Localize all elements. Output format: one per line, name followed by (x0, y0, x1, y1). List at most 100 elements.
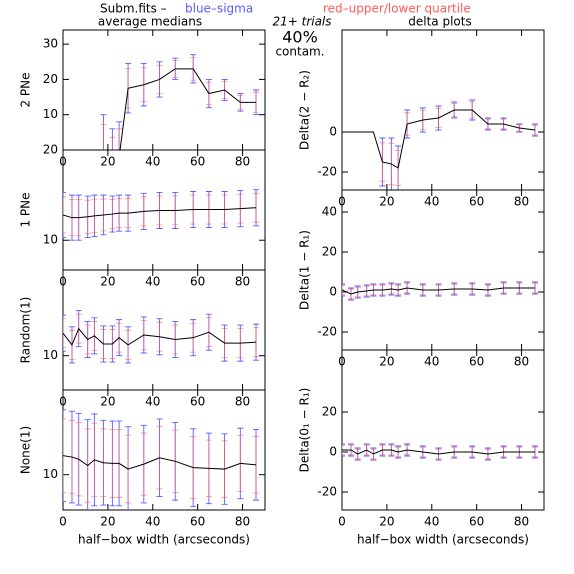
x-tick-label: 40 (145, 515, 160, 529)
x-axis-label: half−box width (arcseconds) (78, 533, 250, 547)
plot-area (342, 281, 539, 301)
x-axis-label: half−box width (arcseconds) (357, 533, 529, 547)
x-tick-label: 80 (235, 275, 250, 289)
y-tick-label: 0 (329, 125, 337, 139)
panel: 0 20 40 60 80 10 None(1) half−box width (arcsec… (19, 389, 266, 547)
y-tick-label: 20 (322, 405, 337, 419)
contam-value: 40% (282, 28, 318, 47)
data-line (119, 68, 257, 150)
legend-quartile: red–upper/lower quartile (323, 2, 471, 16)
sigma-error-bar (342, 283, 345, 297)
y-tick-label: 0 (329, 285, 337, 299)
x-tick-label: 80 (235, 515, 250, 529)
x-tick-label: 40 (145, 275, 160, 289)
y-axis-label: Random(1) (19, 297, 33, 364)
x-tick-label: 80 (235, 395, 250, 409)
right-title: delta plots (408, 15, 471, 29)
x-tick-label: 60 (190, 275, 205, 289)
data-line (63, 207, 257, 219)
y-tick-label: 0 (329, 445, 337, 459)
x-tick-label: 80 (514, 515, 529, 529)
x-tick-label: 20 (100, 395, 115, 409)
y-axis-label: Delta(1 − R₁) (298, 230, 312, 310)
plot-area (100, 54, 260, 150)
x-tick-label: 0 (338, 515, 346, 529)
x-tick-label: 60 (469, 515, 484, 529)
x-tick-label: 60 (190, 515, 205, 529)
data-line (342, 449, 536, 455)
x-tick-label: 20 (379, 355, 394, 369)
y-axis-label: Delta(0₁ − R₁) (298, 388, 312, 473)
contam-label: contam. (275, 45, 324, 59)
x-tick-label: 20 (379, 515, 394, 529)
quartile-error-bar (63, 196, 66, 234)
quartile-error-bar (116, 128, 123, 150)
sigma-error-bar (342, 443, 345, 457)
y-tick-label: 10 (43, 348, 58, 362)
sigma-error-bar (63, 409, 66, 502)
plot-area (342, 443, 539, 461)
data-line (63, 327, 257, 346)
x-tick-label: 40 (145, 395, 160, 409)
y-tick-label: 30 (43, 37, 58, 51)
x-tick-label: 20 (100, 515, 115, 529)
x-tick-label: 80 (235, 155, 250, 169)
panel-frame (341, 349, 545, 511)
x-tick-label: 20 (100, 155, 115, 169)
quartile-error-bar (100, 124, 107, 150)
y-tick-label: 40 (322, 205, 337, 219)
left-title: average medians (98, 15, 202, 29)
y-tick-label: -20 (317, 165, 337, 179)
x-tick-label: 0 (59, 515, 67, 529)
y-tick-label: 10 (43, 107, 58, 121)
y-tick-label: -20 (317, 485, 337, 499)
x-tick-label: 20 (379, 195, 394, 209)
x-tick-label: 40 (424, 355, 439, 369)
x-tick-label: 60 (469, 195, 484, 209)
x-tick-label: 40 (145, 155, 160, 169)
legend-sigma: blue–sigma (185, 2, 253, 16)
y-tick-label: 20 (322, 245, 337, 259)
y-tick-label: 10 (43, 467, 58, 481)
sigma-error-bar (63, 191, 66, 238)
data-line (342, 287, 536, 295)
y-axis-label: None(1) (19, 426, 33, 474)
data-line (63, 455, 257, 470)
panel-frame (341, 29, 545, 191)
y-axis-label: 1 PNe (19, 192, 33, 227)
x-tick-label: 60 (190, 155, 205, 169)
y-axis-label: 2 PNe (19, 72, 33, 107)
data-line (342, 109, 536, 169)
quartile-error-bar (342, 284, 345, 296)
file-name: Subm.fits – (100, 2, 167, 16)
y-tick-label: 20 (43, 143, 58, 157)
trials: 21+ trials (272, 15, 331, 29)
plot-area (342, 99, 539, 190)
x-tick-label: 40 (424, 515, 439, 529)
x-tick-label: 60 (469, 355, 484, 369)
x-tick-label: 20 (100, 275, 115, 289)
sigma-error-bar (63, 314, 66, 352)
plot-area (63, 189, 260, 241)
x-tick-label: 40 (424, 195, 439, 209)
plot-area (63, 409, 260, 510)
panel: 0 20 40 60 80 -20 0 20 Delta(0₁ − R₁) half−box wi… (298, 349, 545, 547)
x-tick-label: 60 (190, 395, 205, 409)
y-axis-label: Delta(2 − R₂) (298, 70, 312, 150)
quartile-error-bar (342, 444, 345, 456)
y-tick-label: -20 (317, 325, 337, 339)
quartile-error-bar (109, 136, 116, 150)
panel-frame (62, 29, 266, 151)
panel-frame (341, 189, 545, 351)
y-tick-label: 20 (43, 72, 58, 86)
x-tick-label: 80 (514, 355, 529, 369)
quartile-error-bar (63, 418, 66, 493)
quartile-error-bar (63, 318, 66, 348)
x-tick-label: 80 (514, 195, 529, 209)
